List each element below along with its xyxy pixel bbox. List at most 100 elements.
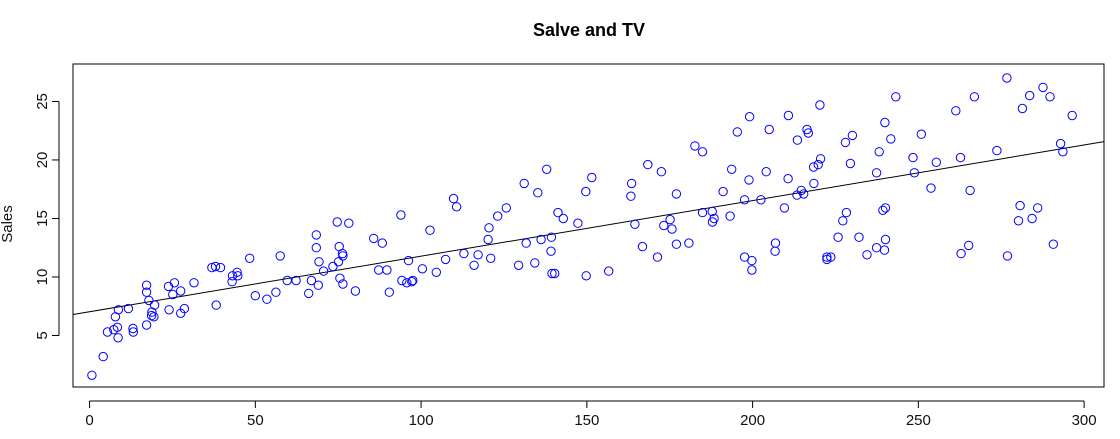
data-point	[756, 195, 766, 205]
data-point	[113, 305, 124, 315]
data-point	[149, 300, 160, 310]
data-point	[656, 167, 667, 177]
data-point	[483, 234, 493, 245]
data-point	[643, 159, 653, 170]
data-point	[916, 129, 926, 139]
x-tick-label: 100	[409, 412, 434, 429]
data-point	[344, 218, 354, 228]
data-point	[581, 271, 591, 281]
data-point	[690, 141, 700, 151]
data-point	[667, 224, 677, 234]
data-point	[718, 186, 728, 197]
data-point	[332, 217, 342, 227]
data-point	[770, 246, 780, 256]
data-point	[671, 189, 682, 199]
data-point	[451, 202, 462, 212]
data-point	[709, 213, 719, 224]
data-point	[211, 300, 221, 310]
data-point	[862, 250, 872, 260]
data-point	[783, 174, 793, 184]
data-point	[854, 232, 864, 242]
data-point	[313, 280, 323, 290]
data-point	[1027, 213, 1037, 224]
data-point	[250, 291, 261, 301]
data-point	[1055, 138, 1066, 149]
data-point	[215, 262, 226, 273]
data-point	[513, 260, 524, 270]
data-point	[469, 260, 479, 270]
data-point	[408, 275, 418, 286]
data-point	[102, 327, 113, 337]
data-point	[1002, 251, 1013, 261]
data-point	[459, 248, 469, 259]
data-point	[168, 289, 178, 300]
data-point	[374, 265, 384, 275]
data-point	[147, 307, 157, 317]
data-point	[149, 312, 159, 322]
y-tick-label: 5	[34, 331, 51, 339]
data-point	[880, 234, 891, 245]
data-point	[141, 280, 152, 290]
data-point	[764, 124, 774, 135]
data-point	[809, 178, 819, 189]
data-point	[384, 287, 394, 297]
data-point	[956, 248, 966, 259]
data-point	[969, 92, 980, 102]
data-point	[964, 240, 974, 251]
data-point	[311, 243, 321, 253]
data-point	[164, 305, 174, 315]
data-point	[98, 351, 108, 362]
data-point	[338, 279, 348, 289]
data-point	[573, 218, 583, 228]
data-point	[141, 320, 152, 330]
data-point	[652, 252, 663, 262]
data-point	[417, 264, 428, 274]
data-point	[926, 183, 936, 193]
data-point	[951, 106, 961, 116]
data-point	[350, 286, 361, 296]
data-point	[306, 275, 317, 286]
data-point	[123, 303, 134, 314]
data-point	[1045, 92, 1055, 102]
data-point	[808, 162, 819, 172]
data-point	[338, 251, 348, 261]
data-point	[815, 154, 826, 164]
data-point	[665, 214, 675, 225]
data-point	[113, 333, 123, 343]
data-point	[396, 210, 406, 220]
data-point	[521, 238, 531, 248]
data-point	[1033, 203, 1043, 213]
data-point	[1015, 200, 1025, 211]
data-point	[425, 225, 435, 235]
data-point	[671, 239, 682, 249]
data-point	[587, 172, 597, 183]
data-point	[871, 168, 882, 178]
data-point	[815, 100, 825, 110]
data-point	[833, 232, 843, 242]
y-axis: 5 10 15 20 25	[34, 93, 60, 340]
data-point	[783, 110, 794, 121]
data-point	[553, 207, 563, 218]
data-point	[886, 134, 896, 144]
data-point	[530, 258, 540, 268]
data-point	[965, 185, 975, 196]
data-point	[779, 203, 790, 213]
x-tick-label: 200	[740, 412, 765, 429]
data-point	[87, 370, 97, 380]
data-point	[328, 261, 338, 272]
data-point	[1038, 82, 1048, 93]
data-point	[1002, 73, 1012, 83]
data-point	[992, 145, 1002, 156]
data-point	[697, 147, 708, 157]
data-point	[1058, 147, 1068, 157]
data-point	[761, 167, 771, 177]
data-point	[878, 205, 888, 216]
data-point	[799, 189, 809, 199]
data-point	[826, 252, 836, 262]
data-point	[335, 273, 345, 283]
data-point	[727, 164, 737, 175]
data-point	[169, 278, 180, 288]
data-point	[176, 286, 186, 296]
data-point	[838, 216, 848, 226]
data-point	[282, 275, 292, 286]
